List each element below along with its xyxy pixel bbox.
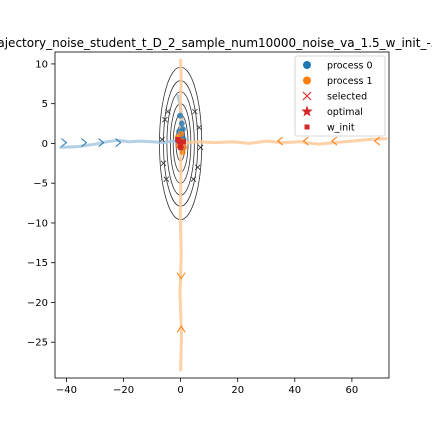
y-tick-label: −5	[33, 179, 48, 190]
trajectory-line	[59, 138, 183, 149]
x-tick-label: 40	[288, 385, 301, 396]
selected-marker	[162, 116, 168, 123]
selected-marker	[190, 176, 197, 183]
optimal-marker	[174, 137, 187, 149]
axes: −40 −20 0 20 40 60 10 5 0 −5 −10 −15 −20 −25	[27, 59, 358, 396]
x-tick-label: 20	[231, 385, 244, 396]
legend-marker	[303, 61, 311, 69]
legend-marker	[303, 76, 311, 85]
y-tick-label: 5	[42, 99, 48, 110]
data-point	[179, 149, 186, 156]
data-point	[178, 120, 185, 127]
selected-marker	[196, 124, 202, 131]
legend-label: process 0	[327, 61, 373, 72]
trajectory-arrow	[331, 136, 338, 146]
legend-box	[294, 55, 386, 137]
plot-area	[59, 58, 388, 372]
selected-marker	[194, 164, 201, 171]
y-tick-label: −15	[27, 258, 48, 269]
y-tick-label: −25	[27, 338, 48, 349]
w-init-marker	[178, 144, 184, 150]
y-tick-label: −10	[27, 218, 48, 229]
selected-marker	[160, 160, 167, 167]
selected-marker	[164, 108, 171, 115]
legend-marker	[301, 105, 313, 117]
legend-label: selected	[327, 92, 367, 103]
legend: process 0 process 1 selected optimal w_init	[294, 55, 386, 137]
trajectory-arrow	[176, 272, 186, 280]
y-tick-label: 0	[42, 139, 48, 150]
selected-marker	[159, 136, 165, 143]
selected-marker	[197, 144, 204, 151]
selected-marker	[163, 176, 170, 183]
trajectory-arrow	[176, 325, 186, 333]
x-tick-label: 0	[177, 385, 183, 396]
w-init-marker	[175, 136, 181, 142]
trajectory-arrow	[115, 138, 122, 148]
trajectory-line	[178, 141, 183, 372]
x-tick-label: 60	[346, 385, 359, 396]
plot-frame	[54, 51, 390, 379]
x-tick-label: −20	[113, 385, 134, 396]
legend-label: process 1	[327, 76, 373, 87]
trajectory-arrow	[373, 136, 381, 146]
x-tick-label: −40	[56, 385, 77, 396]
selected-marker	[192, 108, 198, 115]
trajectory-arrow	[81, 138, 88, 148]
legend-label: optimal	[327, 107, 363, 118]
trajectory-arrow	[276, 136, 283, 146]
legend-marker	[302, 91, 312, 101]
y-tick-label: 10	[35, 59, 48, 70]
legend-label: w_init	[327, 123, 355, 134]
chart-title: trajectory_noise_student_t_D_2_sample_nu…	[0, 36, 432, 50]
trajectory-arrow	[61, 138, 68, 148]
trajectory-arrow	[98, 138, 105, 148]
trajectory-line	[179, 137, 388, 146]
data-point	[177, 112, 184, 119]
legend-marker	[304, 124, 310, 130]
data-point	[179, 126, 186, 133]
trajectory-arrow	[302, 136, 309, 146]
y-tick-label: −20	[27, 298, 48, 309]
